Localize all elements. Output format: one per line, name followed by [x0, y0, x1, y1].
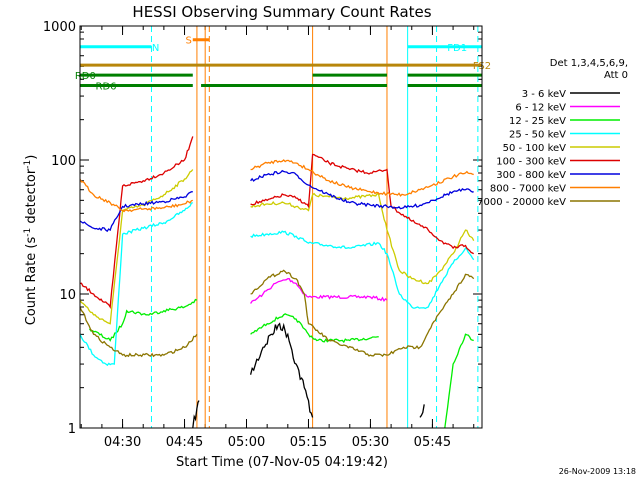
y-axis-title-sup2: -1	[23, 160, 33, 169]
plot-area: 1 10 100 1000 04:30 04:45 05:00 05:15 05:30 05:45…	[43, 20, 491, 450]
series-line-4	[79, 169, 475, 325]
series-line-2	[88, 298, 474, 429]
flag-label-fd1: FD1	[447, 43, 467, 54]
x-tick-label: 05:30	[352, 435, 389, 450]
flag-label-s: S	[185, 36, 191, 47]
legend-label: 7000 - 20000 keV	[477, 197, 566, 208]
x-tick-label: 04:45	[166, 435, 203, 450]
flag-label-n: N	[152, 43, 159, 54]
legend-label: 100 - 300 keV	[496, 157, 566, 168]
legend-label: 50 - 100 keV	[503, 143, 567, 154]
legend-header: Det 1,3,4,5,6,9,	[550, 58, 628, 69]
series-line-1	[250, 278, 388, 304]
legend-label: 3 - 6 keV	[522, 89, 566, 100]
flag-label-rd6: RD6	[96, 81, 117, 92]
y-tick-label: 10	[59, 288, 76, 303]
footer-timestamp: 26-Nov-2009 13:18	[559, 467, 636, 476]
x-tick-label: 05:15	[290, 435, 327, 450]
series-line-6	[79, 169, 474, 233]
x-tick-label: 05:00	[228, 435, 265, 450]
series-line-0	[192, 322, 425, 429]
y-tick-label: 1000	[43, 20, 76, 35]
series-line-7	[79, 159, 474, 213]
y-tick-label: 1	[68, 422, 76, 437]
legend-label: 6 - 12 keV	[515, 103, 566, 114]
x-tick-label: 04:30	[104, 435, 141, 450]
legend-label: 25 - 50 keV	[509, 130, 566, 141]
legend-label: 12 - 25 keV	[509, 116, 566, 127]
flag-label-rd0: RD0	[75, 71, 96, 82]
y-tick-label: 100	[51, 154, 76, 169]
legend-label: 300 - 800 keV	[496, 170, 566, 181]
legend-label: 800 - 7000 keV	[490, 184, 566, 195]
x-tick-label: 05:45	[414, 435, 451, 450]
legend: Det 1,3,4,5,6,9,Att 0 3 - 6 keV 6 - 12 keV…	[477, 58, 628, 208]
x-axis-title: Start Time (07-Nov-05 04:19:42)	[176, 455, 388, 470]
y-axis-title-end: )	[24, 155, 39, 160]
y-axis-title-main: Count Rate (s	[24, 237, 39, 326]
chart-title: HESSI Observing Summary Count Rates	[132, 3, 431, 21]
series-line-3	[79, 202, 475, 367]
plot-frame	[79, 25, 483, 429]
series-line-5	[79, 136, 475, 309]
y-axis-title: Count Rate (s-1 detector-1)	[23, 155, 39, 326]
y-axis-title-mid: detector	[24, 168, 39, 228]
series-line-8	[79, 269, 475, 358]
legend-header: Att 0	[604, 70, 628, 81]
y-axis-title-sup1: -1	[23, 228, 33, 237]
